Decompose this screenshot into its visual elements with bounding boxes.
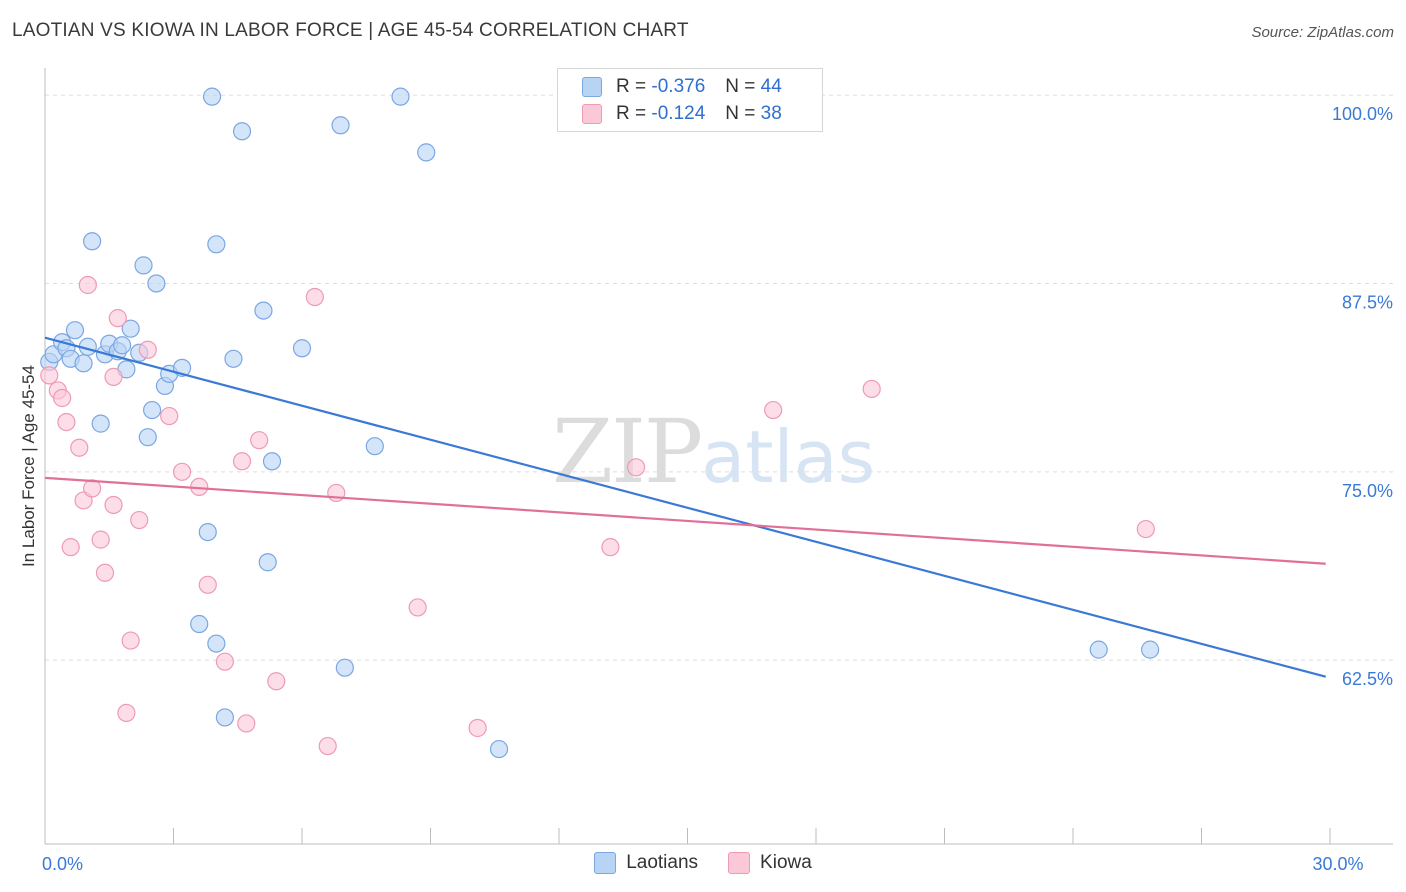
source-credit: Source: ZipAtlas.com	[1251, 24, 1394, 41]
laotian-point	[1089, 640, 1108, 659]
kiowa-trend-line	[44, 476, 1326, 565]
y-tick-label: 87.5%	[1342, 292, 1393, 312]
kiowa-legend-label: Kiowa	[760, 852, 812, 873]
y-tick-label: 100.0%	[1332, 104, 1393, 124]
laotian-point	[331, 116, 350, 135]
kiowa-point	[78, 275, 97, 295]
laotians-legend-label: Laotians	[626, 852, 699, 873]
laotian-point	[190, 614, 209, 634]
kiowa-point	[83, 479, 102, 498]
r-label: R =	[616, 103, 647, 124]
kiowa-point	[108, 309, 127, 328]
kiowa-point	[318, 736, 337, 756]
kiowa-point	[53, 388, 72, 408]
laotian-trend-line	[44, 336, 1326, 678]
kiowa-point	[468, 718, 487, 738]
laotian-point	[365, 437, 384, 456]
laotian-point	[215, 708, 234, 727]
laotian-point	[262, 452, 282, 471]
stats-legend: R = -0.376 N = 44 R = -0.124 N = 38	[557, 68, 823, 132]
kiowa-point	[57, 412, 76, 432]
laotian-point	[198, 522, 217, 542]
watermark-atlas: atlas	[701, 415, 876, 499]
laotian-point	[335, 658, 354, 677]
legend-item-laotians[interactable]: Laotians	[594, 852, 698, 874]
laotian-point	[138, 428, 157, 447]
y-axis-title: In Labor Force | Age 45-54	[19, 365, 38, 567]
laotian-point	[142, 400, 162, 420]
laotian-point	[417, 143, 436, 162]
kiowa-swatch	[582, 104, 602, 124]
legend-item-kiowa[interactable]: Kiowa	[728, 852, 812, 874]
laotian-point	[224, 349, 243, 368]
laotians-n-value: 44	[760, 76, 782, 97]
kiowa-point	[117, 703, 136, 723]
kiowa-point	[130, 510, 149, 530]
laotian-point	[65, 321, 85, 340]
x-tick-label: 30.0%	[1312, 854, 1363, 874]
kiowa-point	[198, 575, 217, 594]
laotian-point	[207, 235, 226, 254]
laotian-point	[147, 274, 166, 293]
kiowa-point	[862, 379, 881, 399]
r-label: R =	[616, 76, 647, 97]
kiowa-r-value: -0.124	[651, 103, 706, 124]
laotian-point	[91, 414, 110, 433]
laotian-point	[254, 301, 273, 320]
kiowa-point	[95, 563, 115, 582]
watermark-zip: ZIP	[552, 400, 703, 503]
laotian-point	[489, 739, 509, 759]
kiowa-point	[1136, 519, 1155, 539]
laotian-point	[134, 256, 153, 275]
kiowa-point	[305, 287, 324, 307]
laotian-point	[1140, 640, 1160, 659]
y-tick-label: 62.5%	[1342, 669, 1393, 689]
kiowa-point	[764, 400, 783, 420]
laotians-r-value: -0.376	[651, 76, 706, 97]
kiowa-point	[91, 530, 110, 549]
kiowa-point	[61, 538, 80, 557]
y-tick-label: 75.0%	[1342, 481, 1393, 501]
kiowa-point	[138, 340, 157, 359]
x-tick-label: 0.0%	[42, 854, 83, 874]
laotian-point	[74, 354, 93, 373]
kiowa-point	[601, 538, 620, 557]
n-label: N =	[725, 103, 756, 124]
laotian-point	[391, 87, 410, 106]
laotian-point	[202, 87, 222, 106]
kiowa-point	[104, 367, 123, 386]
laotian-point	[112, 336, 132, 355]
laotians-legend-swatch	[594, 852, 617, 874]
laotian-point	[232, 122, 252, 141]
series-legend: Laotians Kiowa	[0, 852, 1406, 874]
legend-row-kiowa: R = -0.124 N = 38	[582, 102, 782, 126]
laotian-point	[207, 634, 226, 653]
laotians-swatch	[582, 77, 602, 97]
kiowa-point	[408, 598, 427, 617]
kiowa-point	[267, 672, 286, 691]
n-label: N =	[725, 76, 756, 97]
kiowa-legend-swatch	[728, 852, 751, 874]
kiowa-point	[172, 462, 192, 481]
kiowa-n-value: 38	[760, 103, 782, 124]
laotian-point	[121, 319, 140, 338]
kiowa-point	[160, 406, 179, 426]
kiowa-point	[40, 366, 59, 385]
laotian-point	[292, 339, 312, 358]
kiowa-point	[237, 714, 256, 733]
chart-title: LAOTIAN VS KIOWA IN LABOR FORCE | AGE 45…	[12, 20, 689, 41]
watermark: ZIPatlas	[552, 400, 875, 503]
kiowa-point	[215, 652, 234, 671]
legend-row-laotians: R = -0.376 N = 44	[582, 75, 782, 99]
laotian-point	[258, 553, 277, 572]
laotian-point	[83, 232, 102, 251]
kiowa-point	[121, 631, 140, 650]
kiowa-point	[626, 458, 646, 477]
kiowa-point	[250, 431, 269, 450]
kiowa-point	[70, 438, 89, 457]
kiowa-point	[232, 452, 252, 471]
kiowa-point	[104, 495, 123, 515]
